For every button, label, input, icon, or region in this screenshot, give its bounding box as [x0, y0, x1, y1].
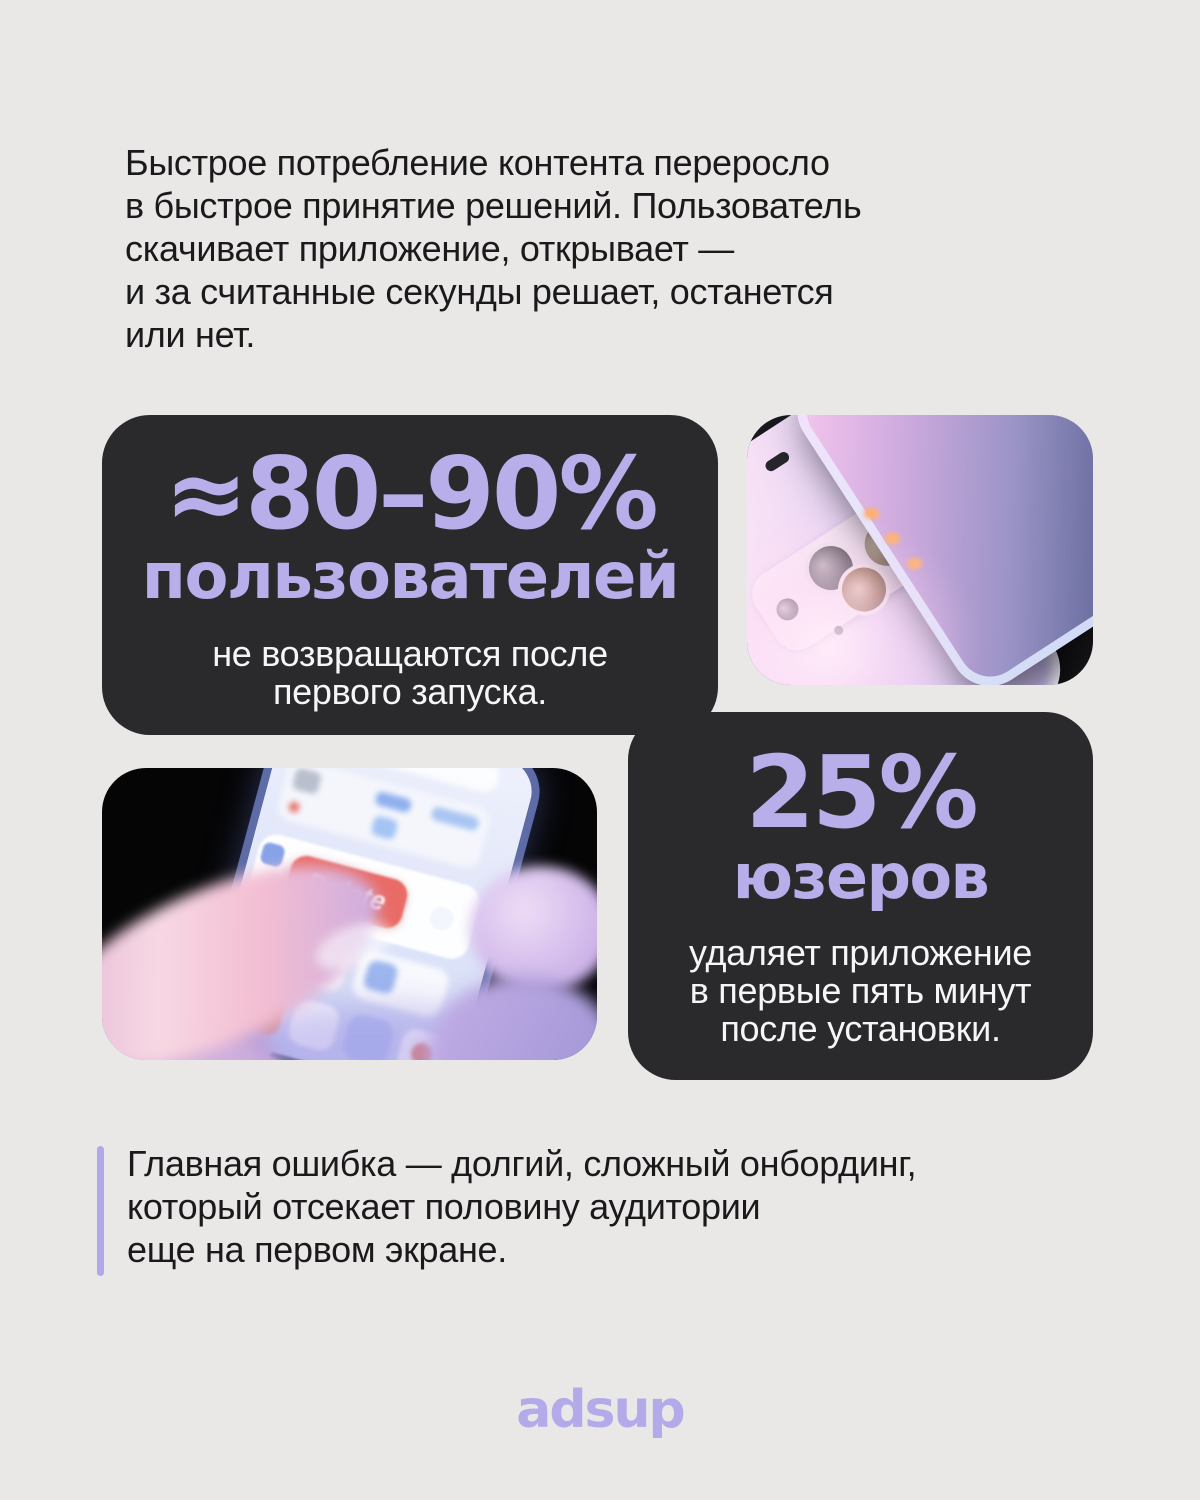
widget-thumbnail: [291, 768, 323, 795]
quote-accent-bar: [97, 1146, 104, 1276]
delete-app-photo: Delete: [102, 768, 597, 1060]
widget-red-dot: [287, 800, 301, 814]
widget-blue-square: [362, 958, 400, 996]
stat-description-uninstall: удаляет приложение в первые пять минут п…: [688, 932, 1033, 1049]
thumb-finger: [470, 866, 597, 992]
stat-description-no-return: не возвращаются после первого запуска.: [212, 633, 608, 712]
phone-port: [763, 449, 792, 474]
radio-circle: [423, 900, 461, 937]
stat-card-content: 25% юзеров удаляет приложение в первые п…: [628, 712, 1093, 1080]
stat-label-users-slang: юзеров: [732, 840, 990, 913]
stat-value-25: 25%: [745, 734, 978, 851]
stat-value-80-90: ≈80–90%: [164, 435, 658, 552]
intro-paragraph: Быстрое потребление контента переросло в…: [125, 142, 862, 355]
widget-text-pill: [374, 790, 413, 814]
stat-card-users-churn: ≈80–90% пользователей не возвращаются по…: [102, 415, 718, 735]
stat-label-users: пользователей: [141, 540, 680, 614]
widget-text-pill: [430, 805, 481, 832]
quote-paragraph: Главная ошибка — долгий, сложный онборди…: [127, 1143, 917, 1270]
stat-card-content: ≈80–90% пользователей не возвращаются по…: [102, 415, 718, 735]
widget-blue-square: [370, 814, 399, 841]
adsup-logo: adsup: [516, 1380, 686, 1440]
phones-3d-photo: [747, 415, 1093, 685]
speaker-glow-dot: [864, 508, 879, 519]
row-blue-icon: [259, 841, 287, 869]
stat-card-uninstall: 25% юзеров удаляет приложение в первые п…: [628, 712, 1093, 1080]
